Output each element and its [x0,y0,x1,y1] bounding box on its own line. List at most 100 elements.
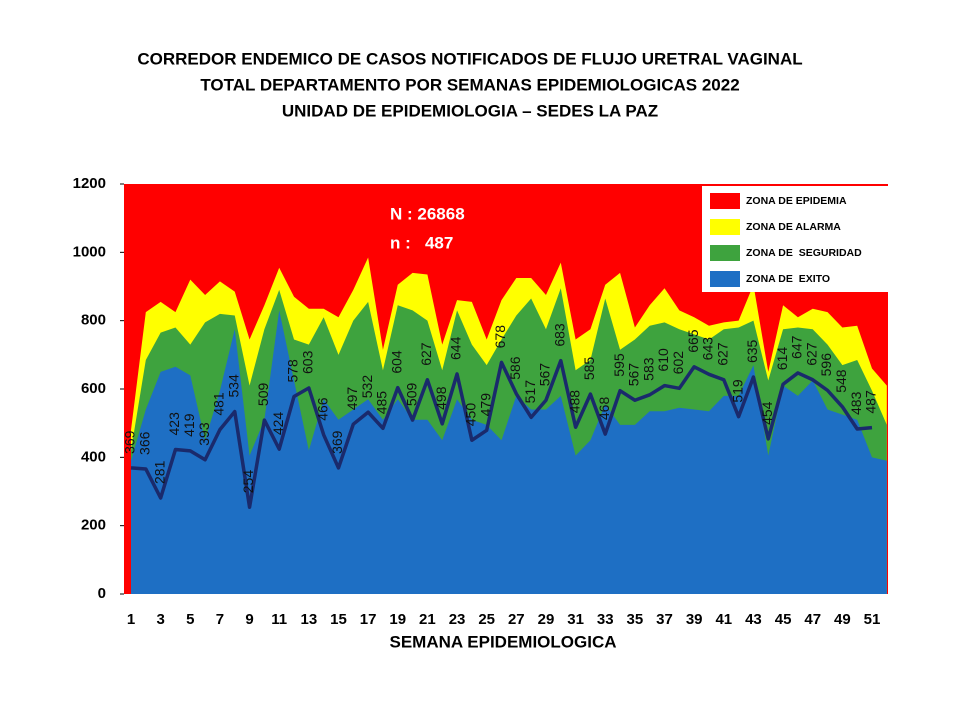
y-tick-label: 1200 [73,175,106,192]
data-label: 548 [833,369,849,393]
annotation: N : 26868 [390,204,465,223]
data-label: 369 [329,430,345,454]
x-tick-label: 21 [419,611,436,628]
data-label: 578 [285,359,301,383]
data-label: 281 [151,460,167,484]
data-label: 614 [774,347,790,371]
data-label: 454 [759,401,775,425]
x-tick-label: 43 [745,611,762,628]
legend-label: ZONA DE ALARMA [746,221,841,233]
data-label: 603 [300,350,316,374]
data-label: 366 [137,431,153,455]
data-label: 627 [803,342,819,366]
data-label: 498 [433,386,449,410]
y-tick-label: 1000 [73,243,106,260]
data-label: 487 [863,390,879,414]
y-tick-label: 800 [81,312,106,329]
data-label: 509 [403,383,419,407]
data-label: 519 [729,379,745,403]
x-tick-label: 11 [271,611,287,628]
data-label: 369 [122,430,138,454]
y-tick-label: 400 [81,448,106,465]
data-label: 517 [522,380,538,404]
x-axis-title: SEMANA EPIDEMIOLOGICA [390,632,617,651]
x-tick-label: 31 [567,611,584,628]
data-label: 647 [789,335,805,359]
data-label: 602 [670,351,686,375]
x-tick-label: 23 [449,611,466,628]
data-label: 635 [744,339,760,363]
data-label: 567 [626,363,642,387]
x-tick-label: 5 [186,611,194,628]
data-label: 509 [255,383,271,407]
data-label: 423 [166,412,182,436]
y-tick-label: 200 [81,517,106,534]
x-tick-label: 3 [156,611,164,628]
data-label: 488 [566,390,582,414]
x-tick-label: 49 [834,611,851,628]
data-label: 604 [388,350,404,374]
data-label: 393 [196,422,212,446]
data-label: 483 [848,391,864,415]
data-label: 567 [537,363,553,387]
data-label: 678 [492,325,508,349]
annotation: n : 487 [390,233,453,252]
x-tick-label: 25 [478,611,495,628]
legend-label: ZONA DE EPIDEMIA [746,195,847,207]
x-tick-label: 7 [216,611,224,628]
x-tick-label: 19 [389,611,406,628]
legend-swatch [710,271,740,287]
chart-title: UNIDAD DE EPIDEMIOLOGIA – SEDES LA PAZ [282,101,658,120]
data-label: 419 [181,413,197,437]
x-tick-label: 29 [538,611,555,628]
x-tick-label: 45 [775,611,792,628]
data-label: 532 [359,375,375,399]
data-label: 481 [211,392,227,416]
x-tick-label: 39 [686,611,703,628]
x-tick-label: 51 [864,611,881,628]
data-label: 643 [700,337,716,361]
data-label: 596 [818,353,834,377]
data-label: 583 [640,357,656,381]
data-label: 424 [270,412,286,436]
data-label: 610 [655,348,671,372]
x-tick-label: 33 [597,611,614,628]
chart-title: CORREDOR ENDEMICO DE CASOS NOTIFICADOS D… [137,49,802,68]
data-label: 479 [477,393,493,417]
legend-swatch [710,245,740,261]
data-label: 595 [611,353,627,377]
legend-label: ZONA DE EXITO [746,273,830,285]
data-label: 450 [463,403,479,427]
data-label: 683 [551,323,567,347]
data-label: 665 [685,329,701,353]
x-tick-label: 1 [127,611,135,628]
data-label: 485 [374,391,390,415]
data-label: 585 [581,357,597,381]
legend-swatch [710,219,740,235]
zone-area [131,310,887,594]
data-label: 627 [715,342,731,366]
legend-label: ZONA DE SEGURIDAD [746,247,862,259]
data-label: 497 [344,387,360,411]
x-tick-label: 27 [508,611,525,628]
x-tick-label: 35 [627,611,644,628]
x-tick-label: 9 [245,611,253,628]
x-tick-label: 13 [300,611,317,628]
data-label: 534 [225,374,241,398]
chart-title: TOTAL DEPARTAMENTO POR SEMANAS EPIDEMIOL… [200,75,739,94]
x-tick-label: 41 [715,611,732,628]
data-label: 466 [314,397,330,421]
cases-line [130,358,873,509]
y-tick-label: 600 [81,380,106,397]
legend-swatch [710,193,740,209]
data-label: 586 [507,356,523,380]
data-label: 627 [418,342,434,366]
data-label: 468 [596,397,612,421]
x-tick-label: 17 [360,611,377,628]
data-label: 254 [240,470,256,494]
x-tick-label: 37 [656,611,673,628]
x-tick-label: 15 [330,611,347,628]
x-tick-label: 47 [804,611,821,628]
data-label: 644 [448,336,464,360]
